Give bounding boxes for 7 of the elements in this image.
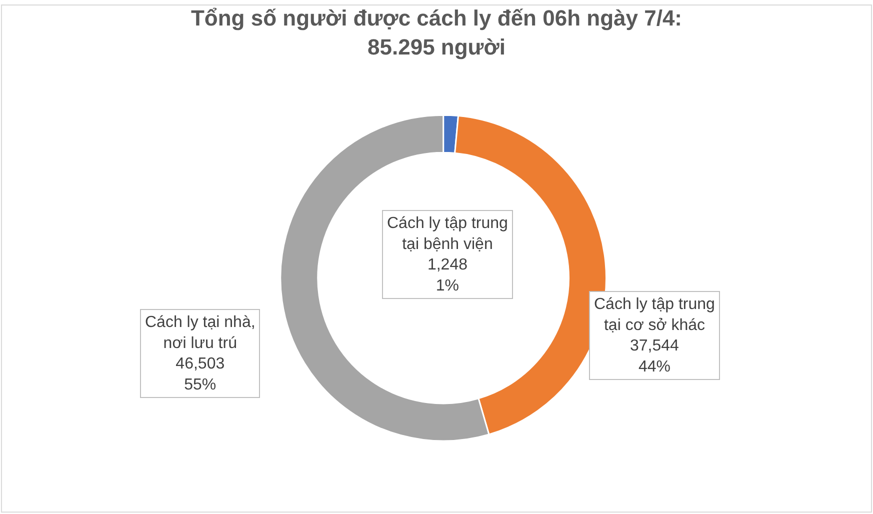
slice-label: Cách ly tại nhà, nơi lưu trú [145, 314, 256, 352]
data-label: 37,544 44% [630, 338, 680, 376]
data-label: 1,248 1% [427, 256, 468, 294]
slice-label: Cách ly tập trung tại cơ sở khác [594, 296, 715, 334]
chart-title: Tổng số người được cách ly đến 06h ngày 7/4: 85.295 người [190, 6, 682, 60]
slice-label: Cách ly tập trung tại bệnh viện [387, 215, 508, 253]
data-label: 46,503 55% [176, 356, 225, 394]
